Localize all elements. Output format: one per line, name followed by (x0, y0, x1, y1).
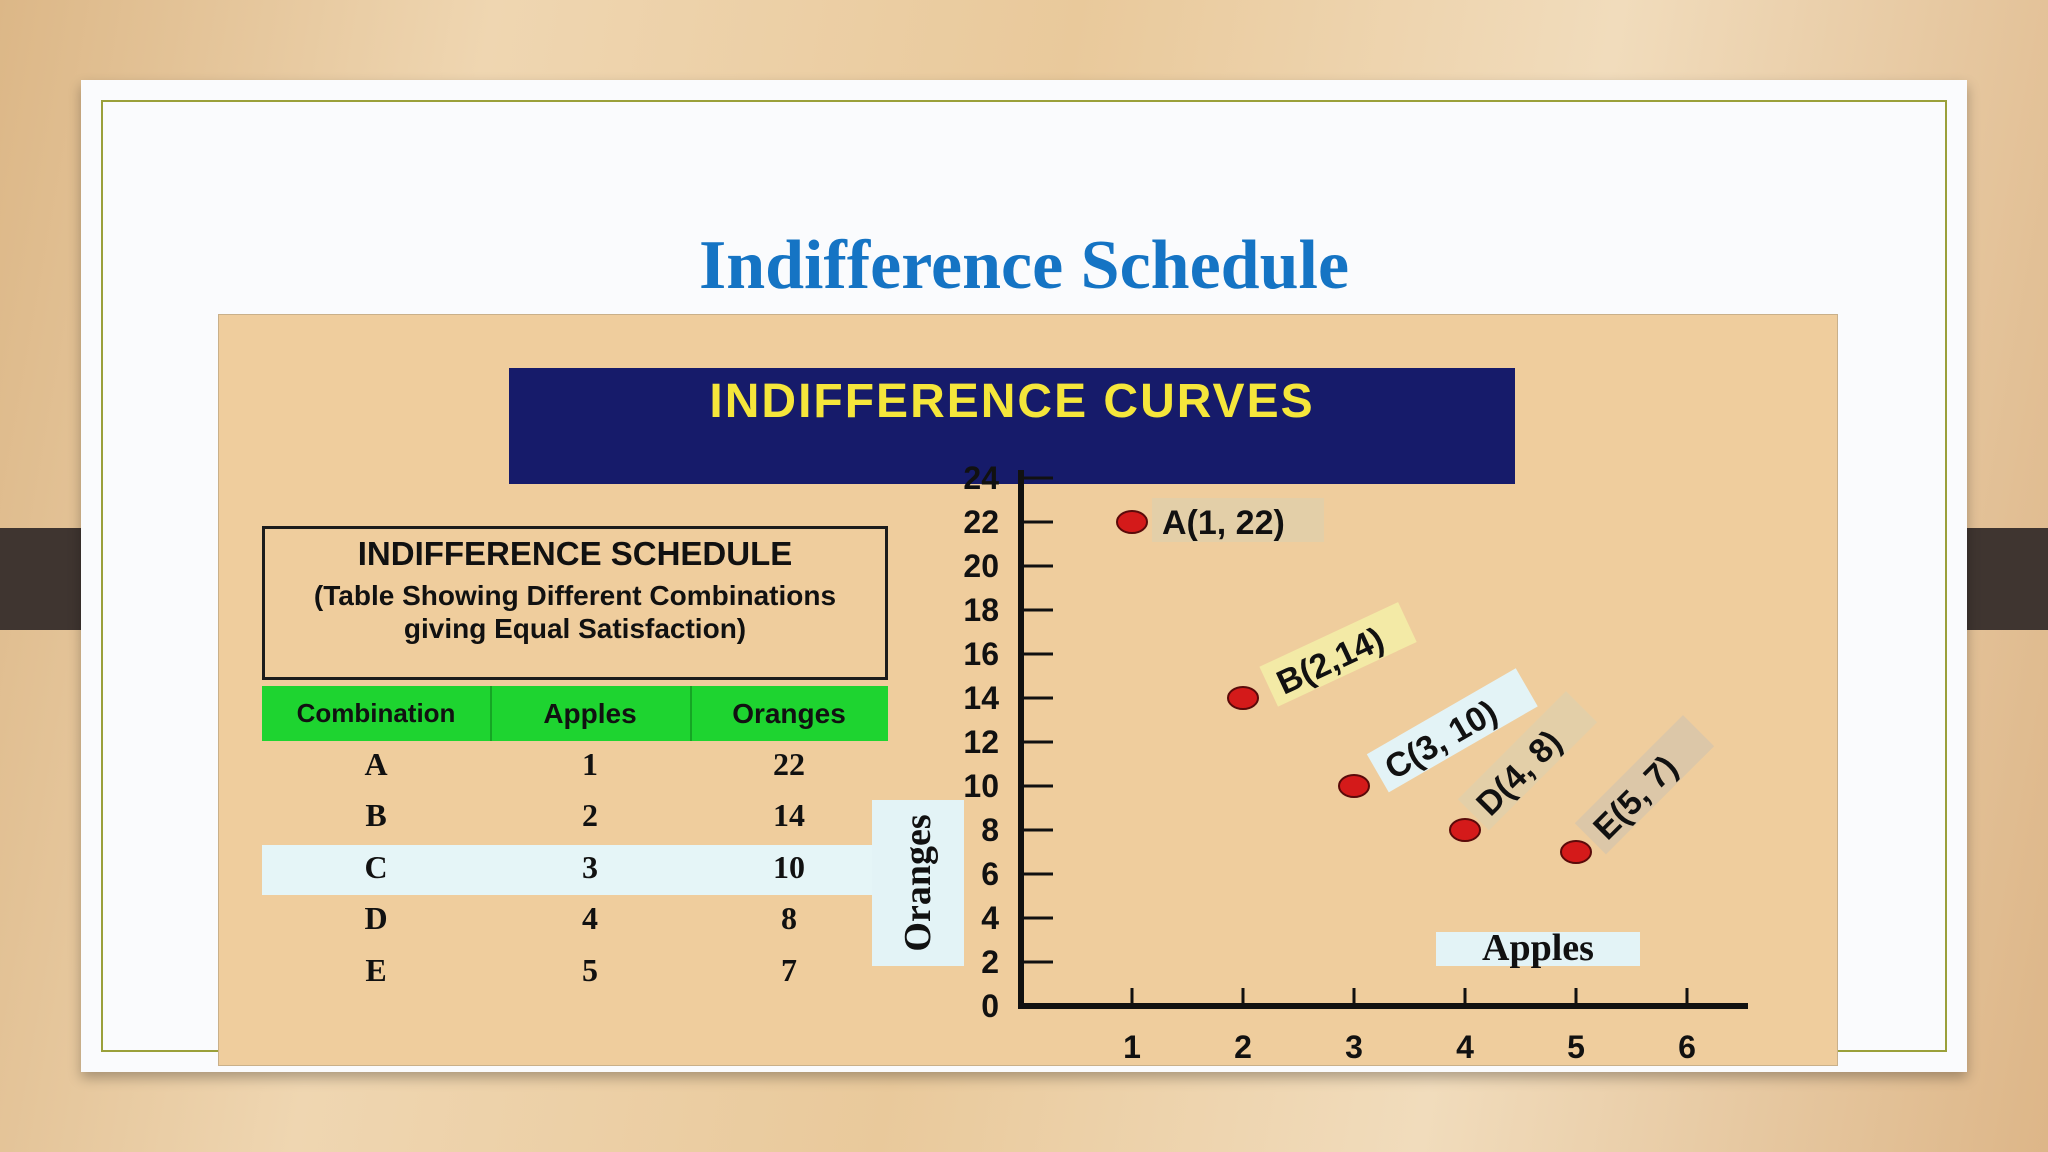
point-label-group: B(2,14) (1259, 602, 1417, 707)
cell-apples: 4 (582, 900, 598, 936)
table-row-highlighted: C 3 10 (262, 845, 874, 895)
table-row: E 5 7 (262, 948, 888, 998)
point-label-bg (1152, 498, 1324, 542)
point-label-bg (1259, 602, 1417, 707)
y-tick-label: 16 (963, 636, 999, 672)
cell-oranges: 14 (773, 797, 805, 833)
data-point (1338, 774, 1370, 798)
x-tick-label: 4 (1456, 1029, 1474, 1065)
table-row: D 4 8 (262, 896, 888, 946)
x-tick-label: 2 (1234, 1029, 1252, 1065)
table-row: B 2 14 (262, 793, 888, 843)
cell-apples: 2 (582, 797, 598, 833)
cell-combination: E (365, 952, 387, 988)
header-apples: Apples (543, 698, 637, 729)
y-tick-label: 12 (963, 724, 999, 760)
header-combination: Combination (296, 698, 456, 728)
data-point (1227, 686, 1259, 710)
x-tick-label: 3 (1345, 1029, 1363, 1065)
y-tick-label: 14 (963, 680, 999, 716)
x-axis-label: Apples (1482, 927, 1594, 969)
point-label-bg (1574, 715, 1715, 855)
x-tick-label: 6 (1678, 1029, 1696, 1065)
x-tick-label: 1 (1123, 1029, 1141, 1065)
point-label-bg (1457, 691, 1598, 831)
chart-banner: INDIFFERENCE CURVES (509, 368, 1515, 484)
y-tick-label: 10 (963, 768, 999, 804)
schedule-caption-box: INDIFFERENCE SCHEDULE (Table Showing Dif… (262, 526, 888, 680)
data-point (1449, 818, 1481, 842)
cell-apples: 1 (582, 746, 598, 782)
cell-apples: 3 (582, 849, 598, 885)
schedule-table-header: Combination Apples Oranges (262, 686, 888, 741)
schedule-subtitle: (Table Showing Different Combinations gi… (313, 580, 837, 644)
y-tick-label: 0 (981, 988, 999, 1024)
y-tick-label: 8 (981, 812, 999, 848)
cell-combination: D (364, 900, 388, 936)
cell-combination: C (364, 849, 388, 885)
x-tick-label: 5 (1567, 1029, 1585, 1065)
point-label: B(2,14) (1271, 620, 1390, 702)
header-divider (490, 686, 492, 741)
y-tick-label: 22 (963, 504, 999, 540)
y-axis-label-box: Oranges (872, 800, 964, 966)
slide-title: Indifference Schedule (698, 227, 1350, 304)
point-label-group: E(5, 7) (1574, 715, 1715, 855)
y-tick-label: 6 (981, 856, 999, 892)
header-divider (690, 686, 692, 741)
data-point (1116, 510, 1148, 534)
cell-oranges: 8 (781, 900, 797, 936)
y-tick-label: 2 (981, 944, 999, 980)
data-point (1560, 840, 1592, 864)
cell-oranges: 7 (781, 952, 797, 988)
cell-oranges: 22 (773, 746, 805, 782)
y-tick-label: 20 (963, 548, 999, 584)
point-label-bg (1366, 668, 1538, 793)
y-tick-label: 18 (963, 592, 999, 628)
point-label-group: A(1, 22) (1152, 498, 1324, 542)
table-row: A 1 22 (262, 742, 888, 792)
y-tick-label: 4 (981, 900, 999, 936)
cell-combination: B (365, 797, 387, 833)
cell-apples: 5 (582, 952, 598, 988)
point-label: A(1, 22) (1162, 504, 1285, 542)
chart-title: INDIFFERENCE CURVES (709, 375, 1315, 428)
x-axis-label-box: Apples (1436, 927, 1640, 969)
cell-oranges: 10 (773, 849, 805, 885)
cell-combination: A (364, 746, 388, 782)
header-oranges: Oranges (732, 698, 846, 729)
schedule-title: INDIFFERENCE SCHEDULE (357, 535, 793, 572)
y-tick-label: 24 (963, 460, 999, 496)
